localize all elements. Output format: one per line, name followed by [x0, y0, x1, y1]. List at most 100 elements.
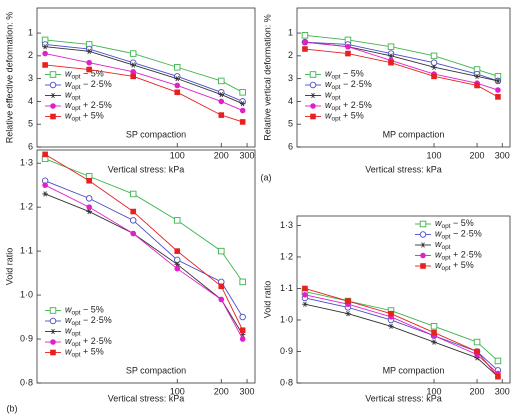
data-point	[218, 98, 225, 105]
data-point	[218, 296, 225, 303]
marker-part	[432, 339, 436, 345]
marker-part	[303, 301, 307, 307]
y-tick-label: 0·8	[20, 377, 33, 387]
data-point	[239, 119, 246, 125]
data-point	[301, 32, 309, 39]
legend-marker	[49, 81, 57, 89]
data-point	[173, 63, 181, 71]
legend-label: wopt − 5%	[65, 305, 104, 316]
data-point	[129, 190, 137, 198]
marker-part	[174, 248, 181, 254]
marker-part	[388, 310, 394, 317]
data-point	[42, 62, 48, 68]
legend-marker	[310, 113, 316, 120]
marker-part	[175, 261, 180, 267]
marker-part	[130, 73, 137, 80]
x-tick-label: 100	[170, 150, 185, 160]
marker-part	[50, 103, 56, 109]
y-tick-label: 1·2	[280, 251, 293, 261]
legend-marker	[420, 242, 426, 248]
y-tick-label: 6	[288, 141, 293, 151]
data-point	[474, 82, 480, 89]
legend-marker	[309, 81, 317, 89]
data-point	[218, 112, 225, 118]
data-point	[173, 217, 181, 224]
data-point	[174, 261, 181, 267]
y-tick-label: 0·9	[20, 333, 33, 343]
marker-part	[129, 50, 137, 57]
marker-part	[301, 32, 309, 39]
legend-marker	[50, 103, 56, 109]
marker-part	[309, 71, 317, 78]
data-point	[495, 87, 501, 93]
marker-part	[218, 112, 225, 118]
y-tick-label: 1·3	[280, 220, 293, 230]
data-point	[130, 230, 137, 237]
marker-part	[130, 69, 137, 75]
series-line	[304, 41, 499, 82]
y-tick-label: 5	[28, 119, 33, 129]
data-point	[345, 50, 351, 57]
x-tick-label: 300	[240, 150, 255, 160]
plot-frame	[36, 7, 256, 148]
data-point	[494, 357, 502, 365]
marker-part	[495, 87, 501, 93]
marker-part	[239, 313, 246, 321]
data-point	[495, 78, 501, 84]
series-line	[304, 48, 499, 98]
marker-part	[345, 50, 351, 57]
legend-label: wopt − 2·5%	[65, 79, 112, 90]
y-axis-label: Void ratio	[4, 248, 14, 286]
marker-part	[419, 220, 427, 228]
legend-marker	[49, 307, 57, 314]
y-tick-label: 0·8	[280, 377, 293, 387]
data-point	[345, 311, 351, 317]
marker-part	[420, 263, 426, 269]
marker-part	[387, 43, 395, 50]
data-point	[388, 59, 394, 66]
legend-label: wopt + 5%	[325, 111, 364, 122]
marker-part	[389, 53, 393, 59]
panel-label: (a)	[261, 172, 272, 182]
data-point	[42, 44, 48, 50]
legend-marker	[420, 252, 426, 259]
data-point	[302, 291, 308, 298]
data-point	[130, 73, 137, 80]
data-point	[86, 59, 92, 66]
y-tick-label: 6	[28, 141, 33, 151]
plot-frame	[296, 215, 511, 384]
legend-label: wopt	[435, 239, 451, 250]
annotation: MP compaction	[383, 129, 445, 139]
legend-label: wopt + 5%	[435, 260, 474, 271]
marker-part	[239, 327, 246, 334]
y-tick-label: 2	[288, 50, 293, 60]
marker-part	[240, 101, 245, 107]
series-line	[44, 158, 244, 283]
y-tick-label: 4	[28, 96, 33, 106]
y-tick-label: 3	[288, 73, 293, 83]
data-point	[388, 53, 394, 59]
marker-part	[49, 307, 57, 314]
marker-part	[86, 59, 92, 66]
data-point	[345, 43, 351, 50]
marker-part	[419, 231, 427, 238]
marker-part	[50, 339, 56, 345]
marker-part	[431, 73, 437, 80]
legend-marker	[310, 92, 316, 99]
legend-marker	[50, 349, 56, 356]
series-line	[44, 180, 244, 318]
data-point	[302, 285, 308, 292]
marker-part	[50, 349, 56, 356]
legend-label: wopt − 2·5%	[435, 229, 482, 240]
data-point	[431, 73, 437, 80]
series-line	[304, 291, 499, 362]
marker-part	[239, 336, 246, 342]
x-tick-label: 300	[495, 150, 510, 160]
annotation: MP compaction	[383, 365, 445, 375]
legend-label: wopt + 2·5%	[65, 100, 112, 111]
series-line	[45, 39, 243, 93]
annotation: SP compaction	[126, 365, 186, 375]
data-point	[239, 107, 246, 114]
marker-part	[474, 82, 480, 89]
x-axis-label: Vertical stress: kPa	[108, 393, 185, 403]
